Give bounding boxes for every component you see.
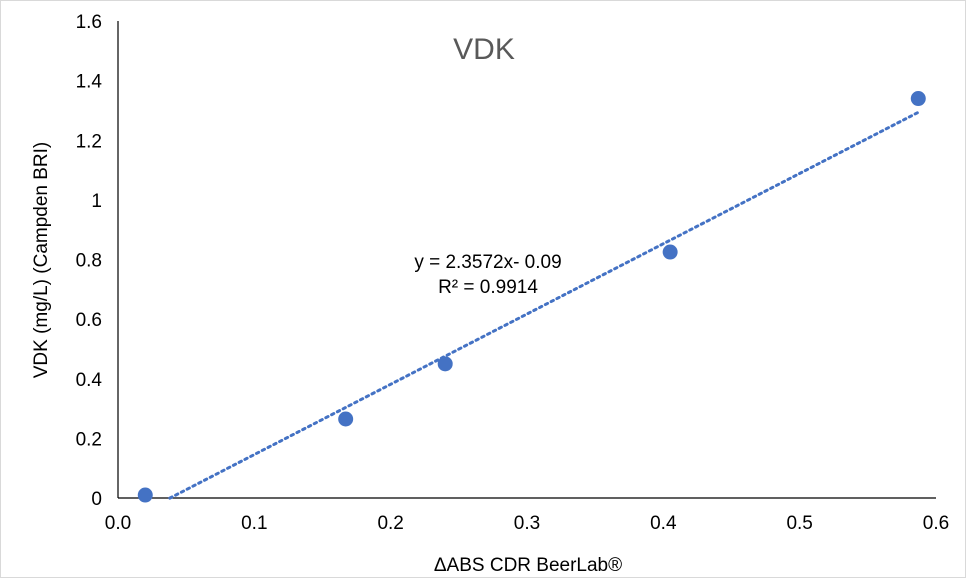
x-tick-label: 0.3: [514, 513, 540, 534]
x-tick-label: 0.4: [650, 513, 677, 534]
y-tick-label: 1: [91, 191, 102, 212]
y-tick-label: 1.6: [76, 12, 102, 33]
data-point: [910, 91, 926, 107]
y-tick-label: 0.2: [76, 429, 102, 450]
y-tick-label: 1.2: [76, 131, 102, 152]
chart-title: VDK: [453, 33, 515, 66]
x-tick-label: 0.6: [923, 513, 949, 534]
x-axis-title: ΔABS CDR BeerLab®: [434, 555, 622, 576]
y-tick-label: 0.6: [76, 310, 102, 331]
x-tick-label: 0.1: [241, 513, 267, 534]
y-axis-title: VDK (mg/L) (Campden BRI): [31, 142, 52, 379]
x-tick-label: 0.5: [786, 513, 812, 534]
data-points: [137, 91, 926, 503]
y-tick-label: 0: [91, 489, 102, 510]
data-point: [437, 356, 453, 372]
data-point: [338, 411, 354, 427]
y-tick-label: 0.4: [76, 370, 103, 391]
trendline-equation: y = 2.3572x- 0.09: [414, 252, 561, 273]
trendline: [168, 110, 920, 500]
data-point: [662, 244, 678, 260]
x-tick-label: 0.0: [105, 513, 131, 534]
data-point: [137, 487, 153, 503]
axes: [117, 21, 936, 499]
y-tick-label: 0.8: [76, 251, 102, 272]
y-tick-label: 1.4: [76, 72, 103, 93]
x-tick-label: 0.2: [377, 513, 403, 534]
trendline-r-squared: R² = 0.9914: [438, 277, 538, 298]
tick-labels: 0.0 0.1 0.2 0.3 0.4 0.5 0.6 0 0.2 0.4 0.6 0.8 1 1.2 1.…: [76, 12, 950, 534]
